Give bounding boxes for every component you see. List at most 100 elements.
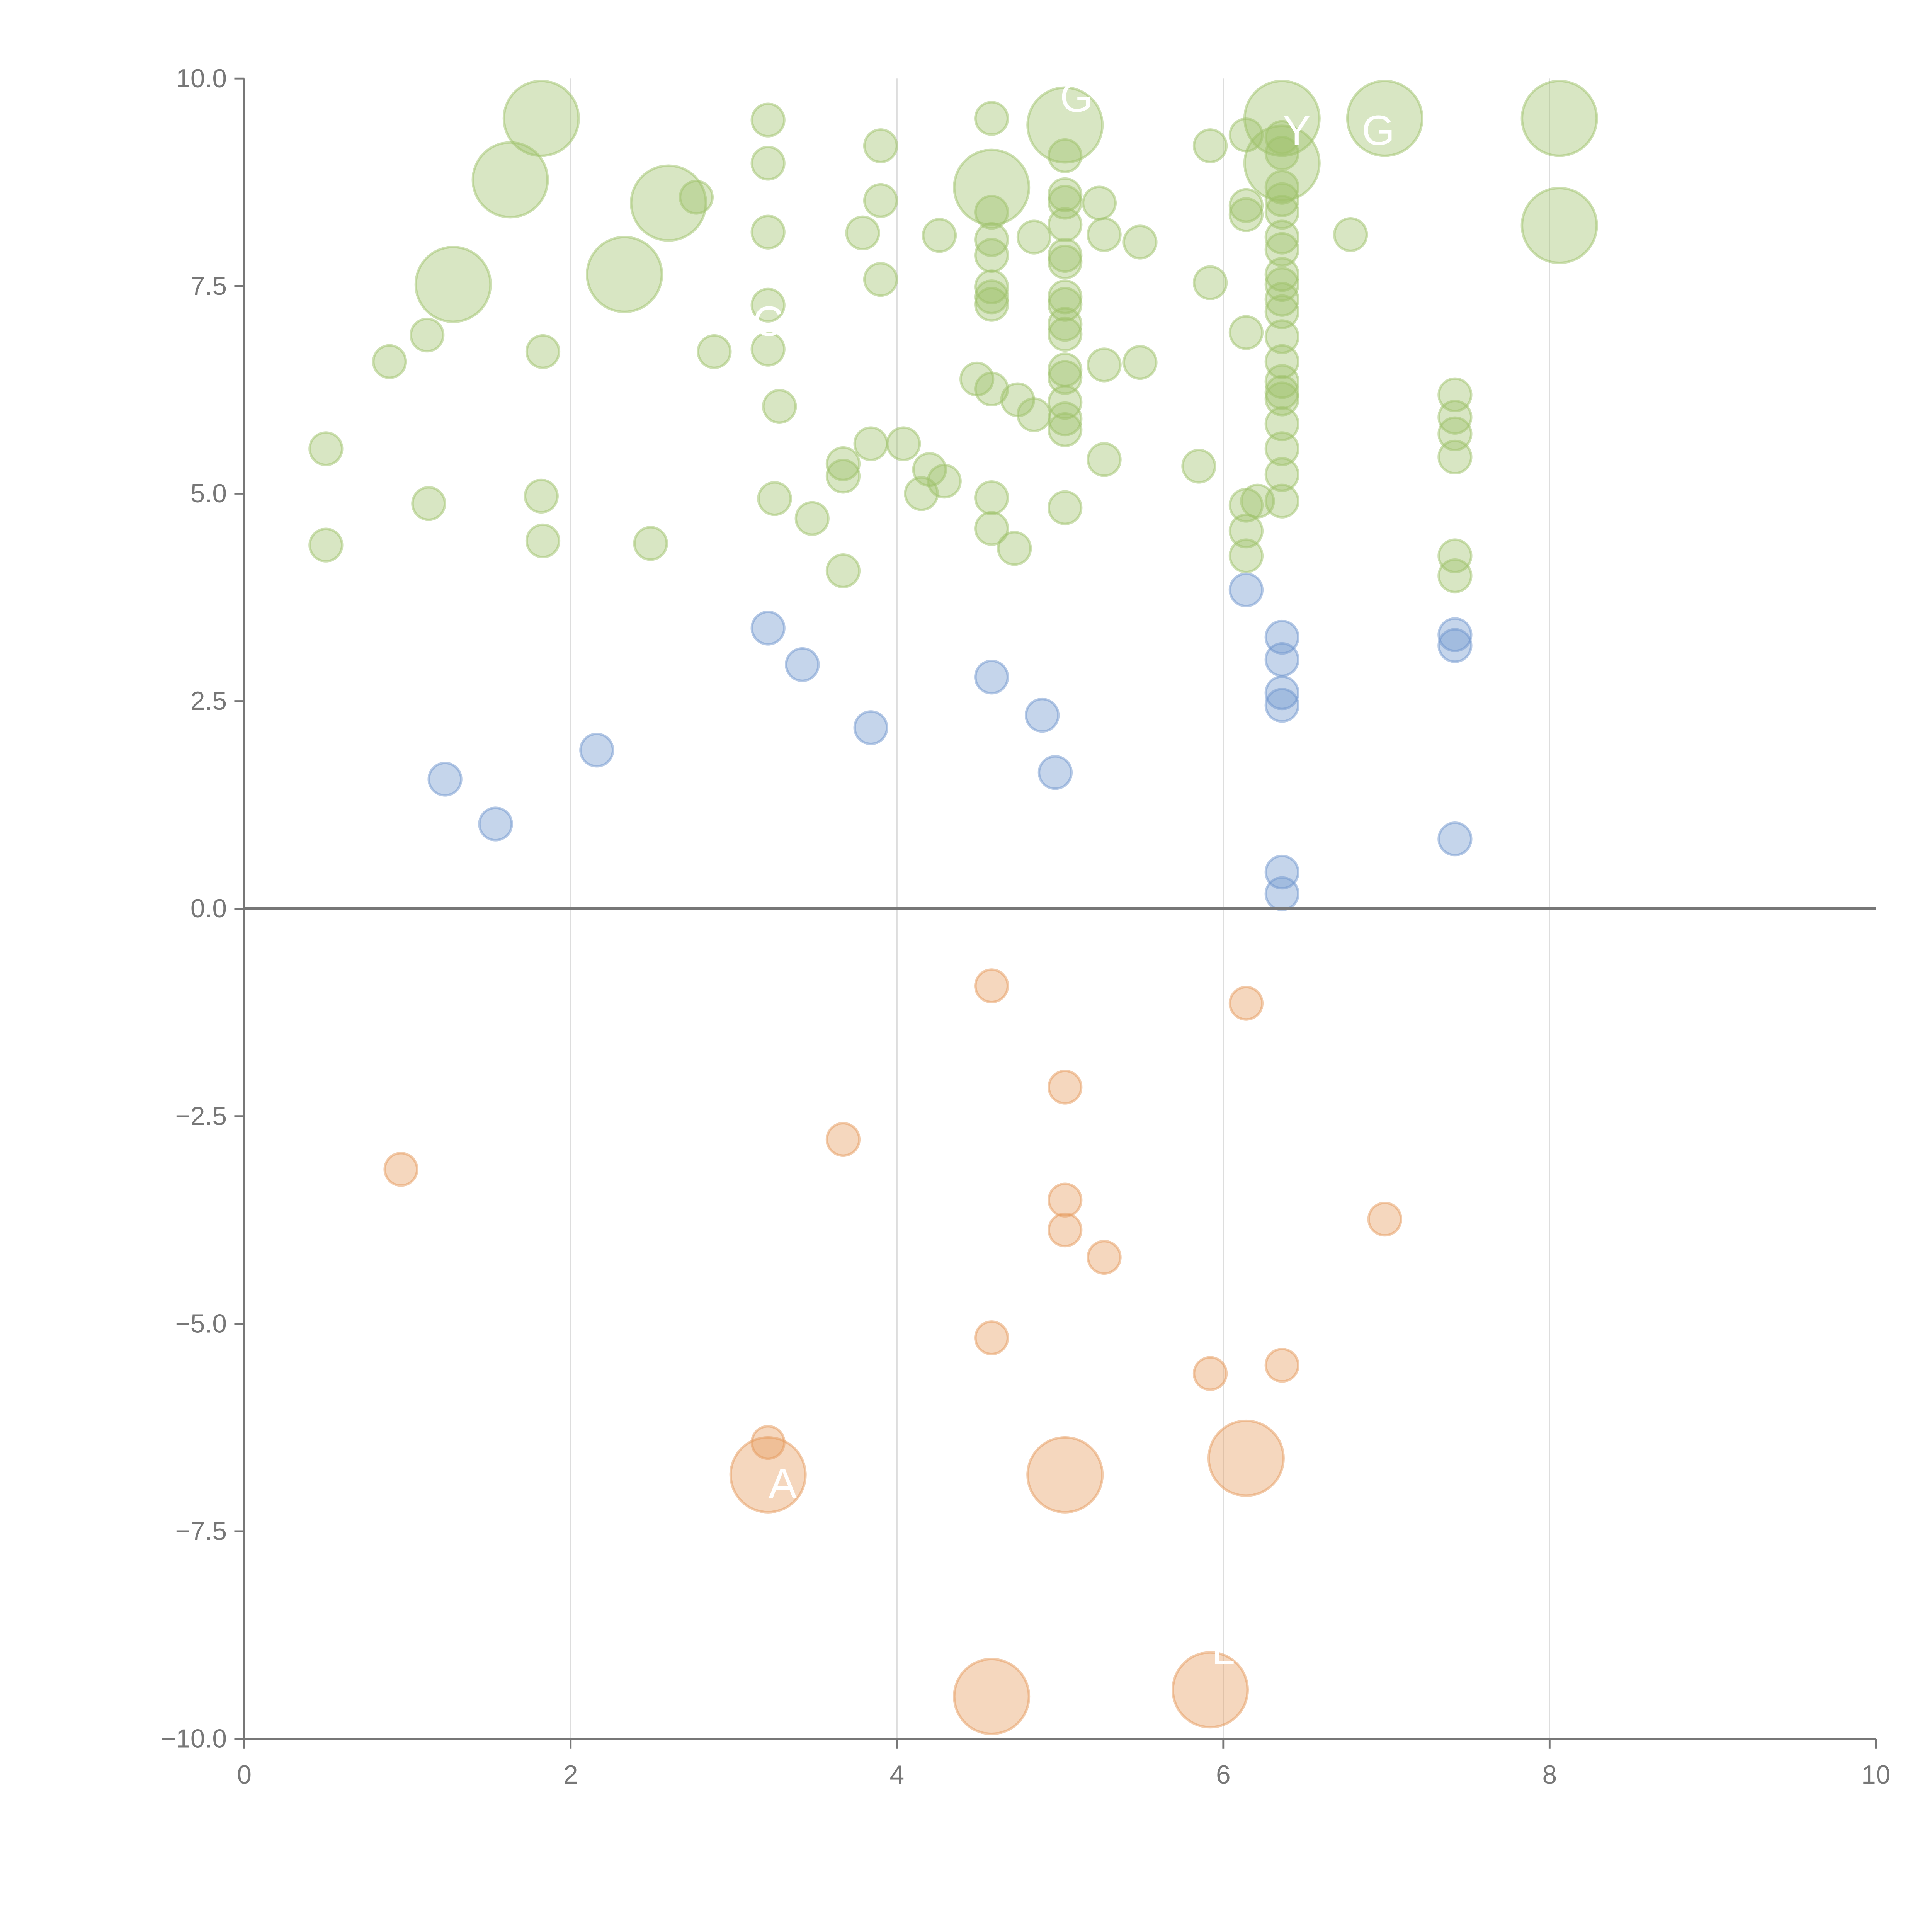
x-tick-label: 2 (563, 1760, 578, 1789)
green-point (679, 180, 714, 215)
green-point (1243, 80, 1321, 157)
green-point (1192, 128, 1228, 163)
green-point (1264, 136, 1299, 171)
blue-point (1037, 755, 1073, 790)
green-point (1243, 124, 1321, 202)
point-label: A (769, 1460, 797, 1507)
orange-point (1172, 1651, 1249, 1729)
blue-point (1024, 697, 1060, 733)
green-point (1048, 316, 1083, 352)
green-point (524, 478, 559, 514)
green-point (1087, 347, 1122, 383)
green-point (697, 334, 732, 369)
point-label: L (1211, 1626, 1235, 1673)
green-point (1048, 490, 1083, 526)
blue-point (1437, 628, 1473, 663)
green-point (1264, 232, 1299, 267)
green-point (750, 214, 786, 250)
green-point (1264, 483, 1299, 519)
green-point (308, 431, 344, 466)
green-point (1048, 287, 1083, 322)
green-point (1264, 219, 1299, 255)
data-points (308, 80, 1598, 1735)
y-tick-label: −5.0 (175, 1309, 227, 1338)
blue-point (1264, 876, 1299, 912)
green-point (825, 553, 861, 588)
green-point (1192, 265, 1228, 300)
green-point (411, 486, 446, 521)
green-point (1264, 170, 1299, 205)
green-point (825, 446, 861, 481)
orange-point (1048, 1212, 1083, 1248)
green-point (974, 511, 1009, 546)
point-label: G (1362, 107, 1395, 154)
green-point (1048, 401, 1083, 437)
green-point (1264, 182, 1299, 218)
green-point (863, 183, 898, 218)
green-point (1048, 177, 1083, 213)
green-point (1264, 294, 1299, 330)
green-point (750, 287, 786, 323)
y-tick-label: −7.5 (175, 1517, 227, 1546)
green-point (1228, 197, 1264, 232)
orange-point (383, 1152, 418, 1187)
green-point (927, 464, 962, 499)
orange-point (729, 1436, 807, 1514)
x-tick-label: 8 (1542, 1760, 1557, 1789)
green-point (750, 146, 786, 181)
green-point (1181, 449, 1216, 484)
green-point (1048, 279, 1083, 315)
green-point (502, 80, 580, 157)
green-point (997, 531, 1032, 566)
green-point (1026, 86, 1104, 164)
green-point (1264, 257, 1299, 292)
blue-point (1264, 642, 1299, 677)
green-point (974, 371, 1009, 406)
green-point (1520, 187, 1598, 264)
green-point (1048, 138, 1083, 173)
green-point (586, 236, 663, 313)
green-point (1122, 345, 1158, 380)
orange-point (1048, 1182, 1083, 1218)
green-point (1240, 483, 1275, 519)
y-tick-label: −10.0 (161, 1725, 227, 1753)
green-point (410, 317, 445, 353)
green-point (308, 527, 344, 563)
green-point (886, 426, 921, 461)
green-point (974, 238, 1009, 273)
green-point (1228, 513, 1264, 549)
blue-point (1437, 617, 1473, 652)
green-point (1346, 80, 1423, 157)
green-point (1228, 188, 1264, 223)
y-tick-label: 7.5 (190, 272, 227, 301)
green-point (1122, 224, 1158, 260)
x-tick-label: 10 (1861, 1760, 1890, 1789)
green-point (845, 215, 880, 250)
axes: 0 2 4 6 8 10 10.0 7.5 5.0 2.5 0.0 −2.5 −5.0 −7.5 −10.0 (161, 64, 1891, 1789)
green-point (1048, 412, 1083, 447)
orange-point (1087, 1240, 1122, 1275)
y-tick-label: 5.0 (190, 479, 227, 508)
green-point (1333, 217, 1368, 252)
point-label: C (753, 298, 783, 345)
green-point (1016, 397, 1052, 432)
green-point (525, 334, 561, 369)
orange-point (1026, 1436, 1104, 1514)
green-point (633, 526, 668, 561)
blue-point (750, 611, 786, 646)
green-point (525, 523, 561, 559)
orange-point (974, 1320, 1009, 1355)
green-point (953, 148, 1031, 226)
green-point (1264, 431, 1299, 466)
green-point (1264, 381, 1299, 417)
green-point (974, 279, 1009, 315)
green-point (1048, 306, 1083, 342)
green-point (1048, 207, 1083, 242)
green-point (1264, 194, 1299, 230)
green-point (1264, 457, 1299, 492)
green-point (1228, 315, 1264, 350)
blue-point (785, 647, 820, 682)
green-point (1048, 360, 1083, 395)
green-point (825, 459, 861, 494)
green-point (757, 481, 792, 516)
